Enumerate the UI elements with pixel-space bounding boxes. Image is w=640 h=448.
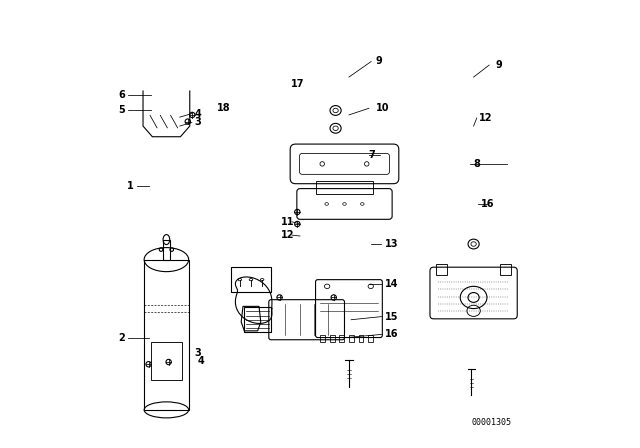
Text: 12: 12 <box>479 113 493 123</box>
Text: 4: 4 <box>198 356 204 366</box>
Text: 10: 10 <box>376 103 389 113</box>
Bar <box>320 335 325 343</box>
Text: 18: 18 <box>218 103 231 113</box>
Bar <box>231 267 271 292</box>
Bar <box>316 181 373 194</box>
Text: 11: 11 <box>281 217 294 227</box>
Bar <box>436 264 447 275</box>
Text: 15: 15 <box>385 312 398 322</box>
Text: 4: 4 <box>195 108 201 119</box>
Text: 14: 14 <box>385 279 398 289</box>
Text: 12: 12 <box>281 230 294 240</box>
Bar <box>144 260 189 410</box>
Text: 6: 6 <box>118 90 125 100</box>
Text: 1: 1 <box>127 181 134 191</box>
Text: 9: 9 <box>376 56 383 66</box>
Text: 3: 3 <box>195 348 201 358</box>
Bar <box>163 240 170 260</box>
Text: 16: 16 <box>385 329 398 340</box>
Text: 8: 8 <box>474 159 481 169</box>
Bar <box>244 307 271 332</box>
Text: 7: 7 <box>368 150 375 160</box>
Bar <box>368 335 373 343</box>
Bar <box>151 342 182 380</box>
Text: 17: 17 <box>291 79 305 89</box>
Bar <box>358 335 364 343</box>
Text: 2: 2 <box>118 332 125 343</box>
Bar <box>339 335 344 343</box>
Bar <box>349 335 354 343</box>
Text: 00001305: 00001305 <box>472 418 511 426</box>
Bar <box>500 264 511 275</box>
Text: 13: 13 <box>385 239 398 249</box>
Text: 16: 16 <box>481 199 495 209</box>
Text: 3: 3 <box>195 117 201 128</box>
Bar <box>330 335 335 343</box>
Text: 5: 5 <box>118 105 125 116</box>
Text: 9: 9 <box>496 60 502 70</box>
